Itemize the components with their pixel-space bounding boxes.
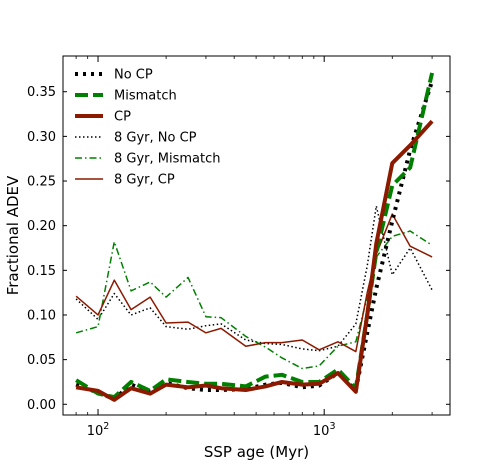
x-axis-label: SSP age (Myr) (204, 443, 309, 461)
legend-label: Mismatch (114, 89, 177, 104)
series-line-mismatch (75, 72, 435, 400)
y-tick-label: 0.00 (27, 398, 56, 413)
y-tick-label: 0.35 (27, 85, 56, 100)
legend-label: 8 Gyr, CP (114, 173, 175, 188)
y-tick-label: 0.30 (27, 130, 56, 145)
y-axis-label: Fractional ADEV (4, 175, 22, 295)
legend-item: 8 Gyr, CP (75, 173, 175, 188)
legend-label: CP (114, 110, 131, 125)
legend: No CP Mismatch CP 8 Gyr, No CP 8 Gyr, Mismat… (75, 68, 221, 188)
series-layer (75, 72, 435, 402)
legend-item: Mismatch (75, 89, 177, 104)
legend-label: No CP (114, 68, 153, 83)
x-tick-label: 102 (87, 421, 110, 439)
legend-item: CP (75, 110, 131, 125)
y-tick-label: 0.10 (27, 308, 56, 323)
y-tick-label: 0.25 (27, 175, 56, 190)
legend-label: 8 Gyr, Mismatch (114, 152, 221, 167)
series-line-8-gyr-mismatch (75, 230, 433, 370)
y-tick-label: 0.15 (27, 264, 56, 279)
legend-label: 8 Gyr, No CP (114, 131, 197, 146)
legend-item: 8 Gyr, Mismatch (75, 152, 221, 167)
y-tick-label: 0.20 (27, 219, 56, 234)
legend-item: No CP (75, 68, 153, 83)
y-tick-label: 0.05 (27, 353, 56, 368)
series-line-cp (75, 119, 434, 402)
x-tick-label: 103 (313, 421, 336, 439)
tick-layer: 0.00 0.05 0.10 0.15 0.20 0.25 0.30 0.35 102 103 (27, 56, 450, 439)
legend-item: 8 Gyr, No CP (75, 131, 197, 146)
